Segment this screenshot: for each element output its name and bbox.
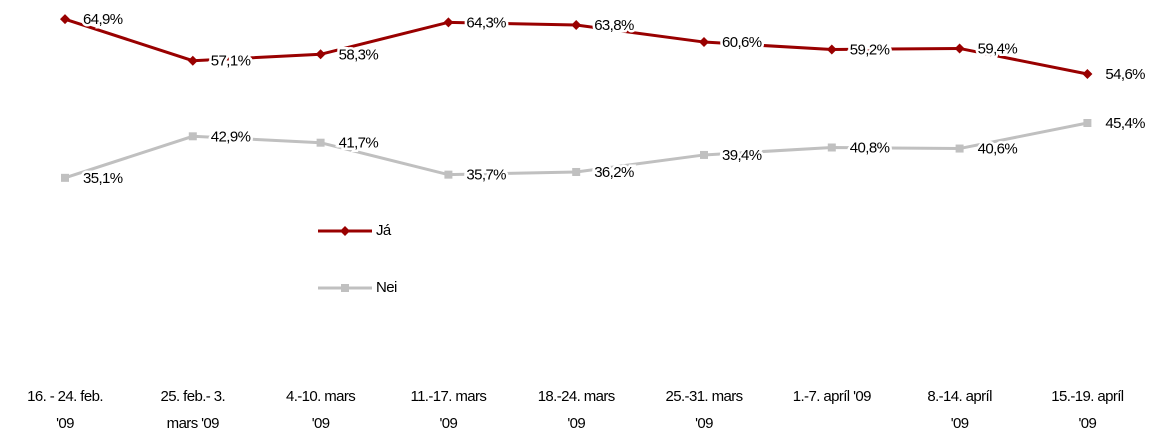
marker xyxy=(443,17,454,28)
marker xyxy=(315,49,326,60)
x-tick-label: 16. - 24. feb. '09 xyxy=(27,388,103,432)
data-label: 64,9% xyxy=(83,11,123,28)
marker xyxy=(60,14,70,25)
marker xyxy=(187,55,198,66)
legend-label: Já xyxy=(376,222,392,239)
data-label: 41,7% xyxy=(339,135,379,152)
marker xyxy=(955,144,964,153)
marker xyxy=(954,43,965,54)
data-label: 42,9% xyxy=(211,128,251,145)
x-tick-label: 25. feb.- 3. mars '09 xyxy=(160,388,226,432)
data-label: 40,6% xyxy=(978,141,1018,158)
data-label: 63,8% xyxy=(594,17,634,34)
marker xyxy=(1082,69,1093,80)
marker xyxy=(571,20,582,31)
data-label: 54,6% xyxy=(1105,66,1145,83)
marker xyxy=(572,167,581,176)
marker xyxy=(699,37,709,48)
marker xyxy=(61,173,69,182)
marker xyxy=(827,143,836,152)
legend-marker xyxy=(341,284,349,292)
marker xyxy=(1083,118,1092,127)
data-label: 60,6% xyxy=(722,34,762,51)
x-tick-label: 15.-19. apríl '09 xyxy=(1051,388,1124,432)
x-tick-label: 8.-14. apríl '09 xyxy=(927,388,992,432)
marker xyxy=(826,44,837,55)
data-label: 36,2% xyxy=(594,164,634,181)
legend-label: Nei xyxy=(376,279,397,296)
data-label: 58,3% xyxy=(339,46,379,63)
data-label: 59,4% xyxy=(978,40,1018,57)
data-label: 35,7% xyxy=(466,167,506,184)
data-label: 64,3% xyxy=(466,14,506,31)
x-tick-label: 1.-7. apríl '09 xyxy=(792,388,872,405)
x-tick-label: 4.-10. mars '09 xyxy=(285,388,356,432)
marker xyxy=(316,138,325,147)
data-label: 57,1% xyxy=(211,53,251,70)
legend-marker xyxy=(340,226,350,236)
x-tick-label: 18.-24. mars '09 xyxy=(537,388,616,432)
x-tick-label: 11.-17. mars '09 xyxy=(410,388,487,432)
data-label: 59,2% xyxy=(850,41,890,58)
x-tick-label: 25.-31. mars '09 xyxy=(665,388,744,432)
marker xyxy=(700,150,708,159)
data-label: 39,4% xyxy=(722,147,762,164)
marker xyxy=(444,170,453,179)
data-label: 45,4% xyxy=(1105,115,1145,132)
marker xyxy=(188,132,197,141)
data-label: 40,8% xyxy=(850,139,890,156)
data-label: 35,1% xyxy=(83,170,123,187)
